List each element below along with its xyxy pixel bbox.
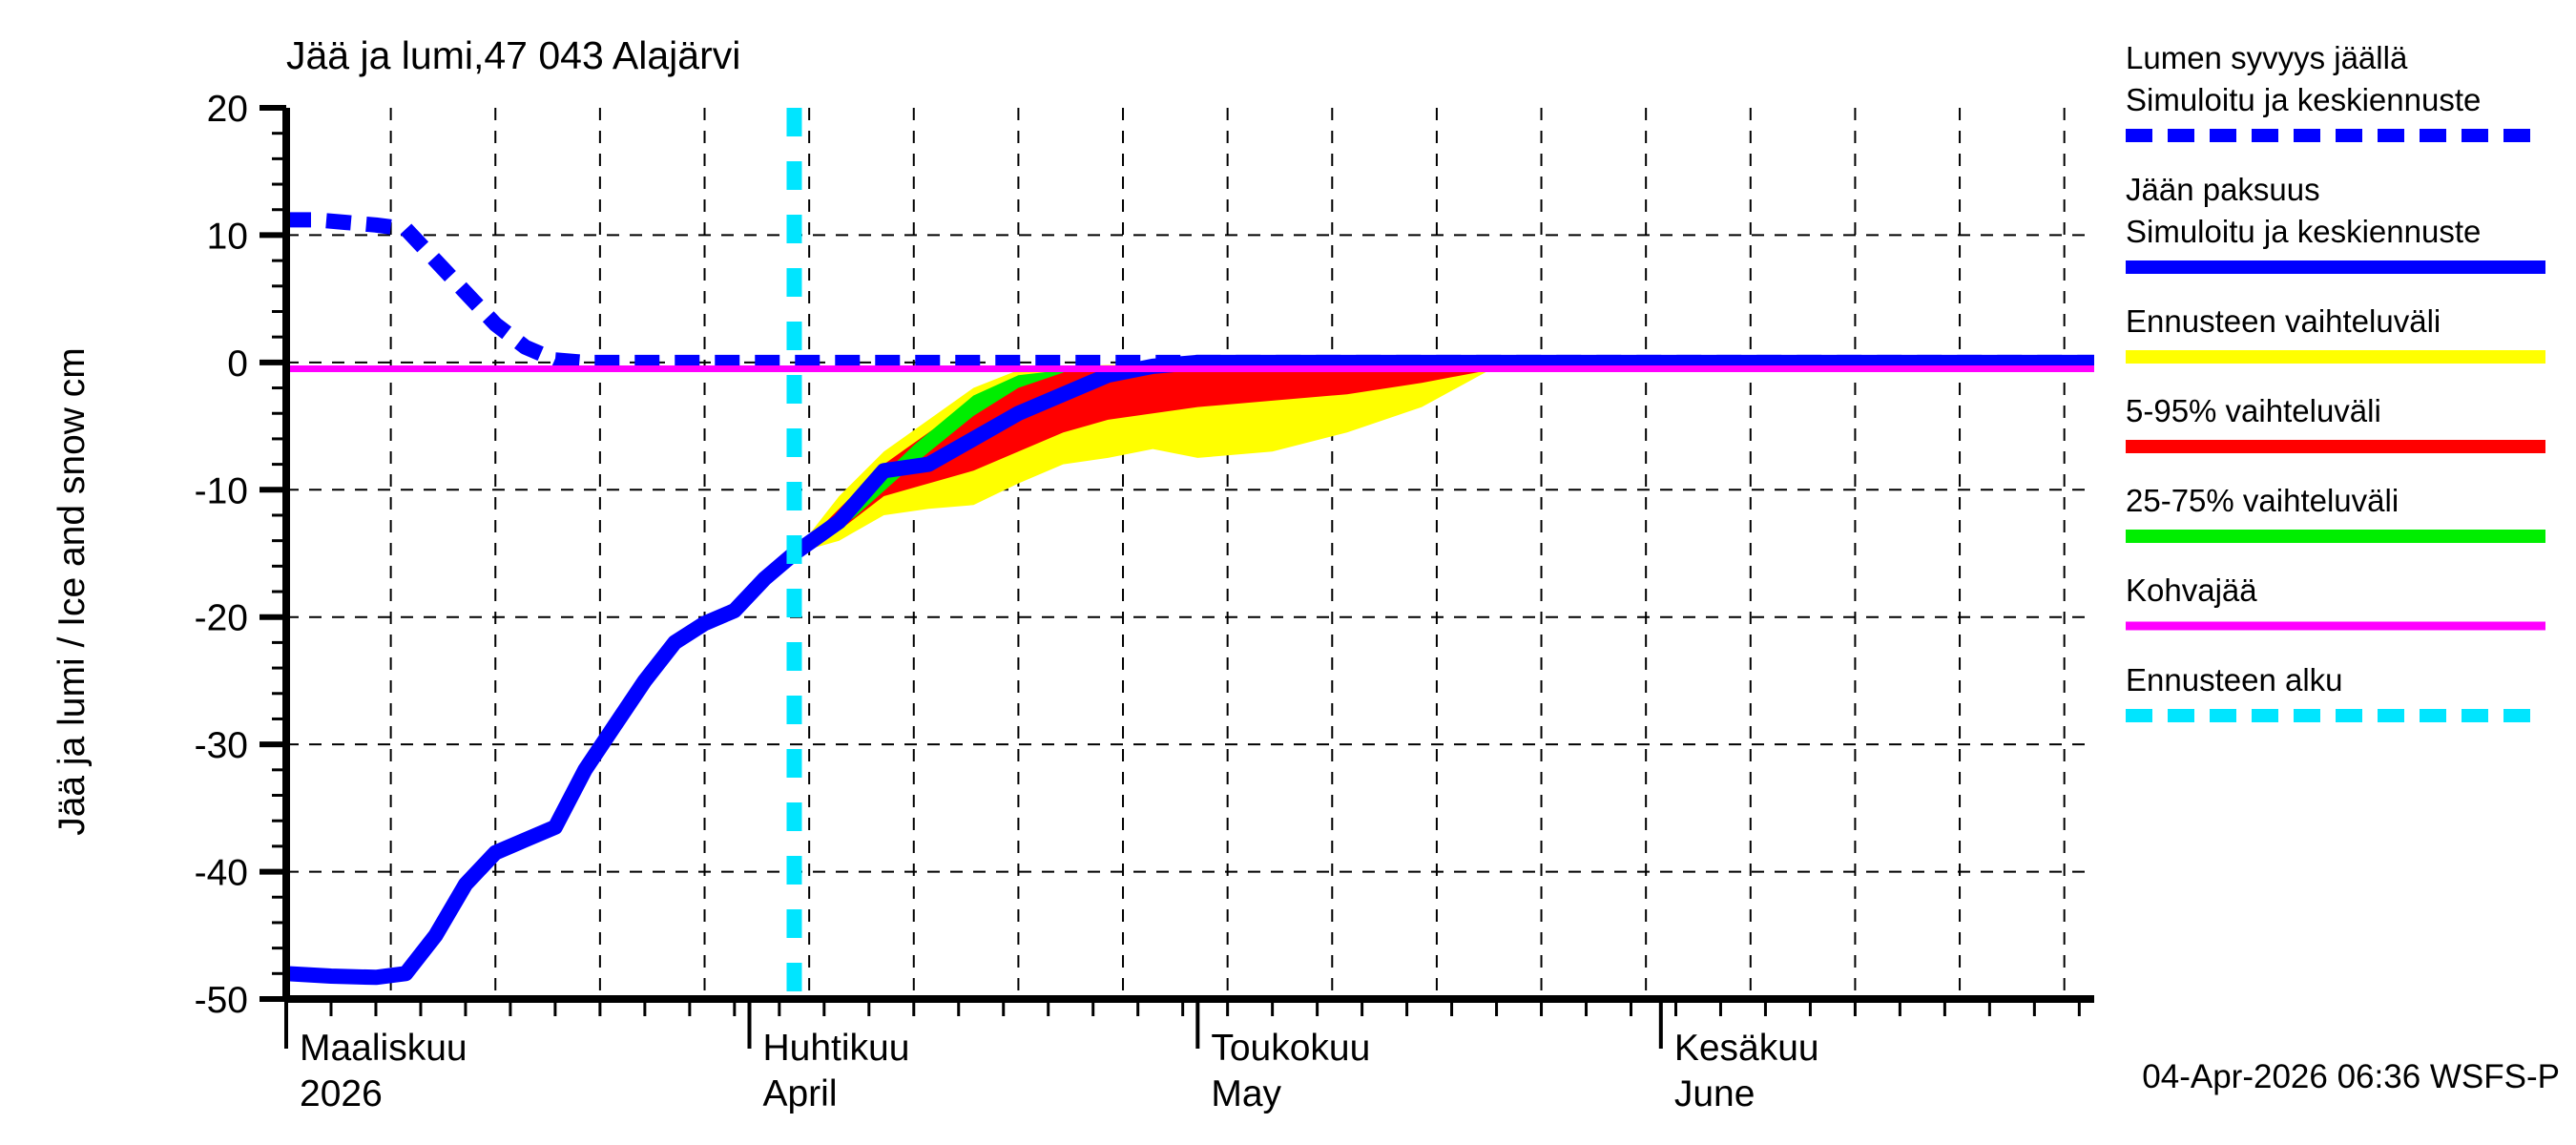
chart-legend: Lumen syvyys jäällä Simuloitu ja keskienn…	[2126, 40, 2545, 722]
legend-title: Kohvajää	[2126, 572, 2257, 608]
y-axis-tick-label: -30	[195, 725, 248, 766]
x-axis-month-label-fi: Maaliskuu	[300, 1028, 467, 1069]
x-axis-month-label-fi: Toukokuu	[1211, 1028, 1370, 1069]
legend-title: Lumen syvyys jäällä	[2126, 40, 2408, 75]
y-axis-tick-label: 20	[207, 89, 248, 130]
legend-title: 25-75% vaihteluväli	[2126, 483, 2399, 518]
y-axis-tick-label: 10	[207, 216, 248, 257]
y-axis-tick-label: -20	[195, 598, 248, 639]
legend-subtitle: Simuloitu ja keskiennuste	[2126, 82, 2481, 117]
legend-title: Jään paksuus	[2126, 172, 2320, 207]
legend-subtitle: Simuloitu ja keskiennuste	[2126, 214, 2481, 249]
x-axis-month-label-en: May	[1211, 1073, 1281, 1114]
legend-title: Ennusteen vaihteluväli	[2126, 303, 2441, 339]
y-axis-tick-label: -10	[195, 470, 248, 511]
series-line	[285, 354, 2094, 986]
y-axis-tick-label: -40	[195, 853, 248, 894]
legend-title: Ennusteen alku	[2126, 662, 2343, 697]
series-line	[286, 212, 2094, 370]
x-axis-month-label-fi: Huhtikuu	[762, 1028, 909, 1069]
y-axis-label: Jää ja lumi / Ice and snow cm	[52, 347, 93, 836]
y-axis-tick-label: -50	[195, 980, 248, 1021]
x-axis-month-label-en: June	[1674, 1073, 1755, 1114]
legend-title: 5-95% vaihteluväli	[2126, 393, 2381, 428]
y-axis-tick-label: 0	[227, 344, 248, 385]
x-axis-month-label-en: April	[762, 1073, 837, 1114]
x-axis-month-label-fi: Kesäkuu	[1674, 1028, 1819, 1069]
footer-timestamp: 04-Apr-2026 06:36 WSFS-P	[2142, 1058, 2560, 1095]
x-axis-month-label-en: 2026	[300, 1073, 383, 1114]
page-title: Jää ja lumi,47 043 Alajärvi	[286, 33, 740, 77]
